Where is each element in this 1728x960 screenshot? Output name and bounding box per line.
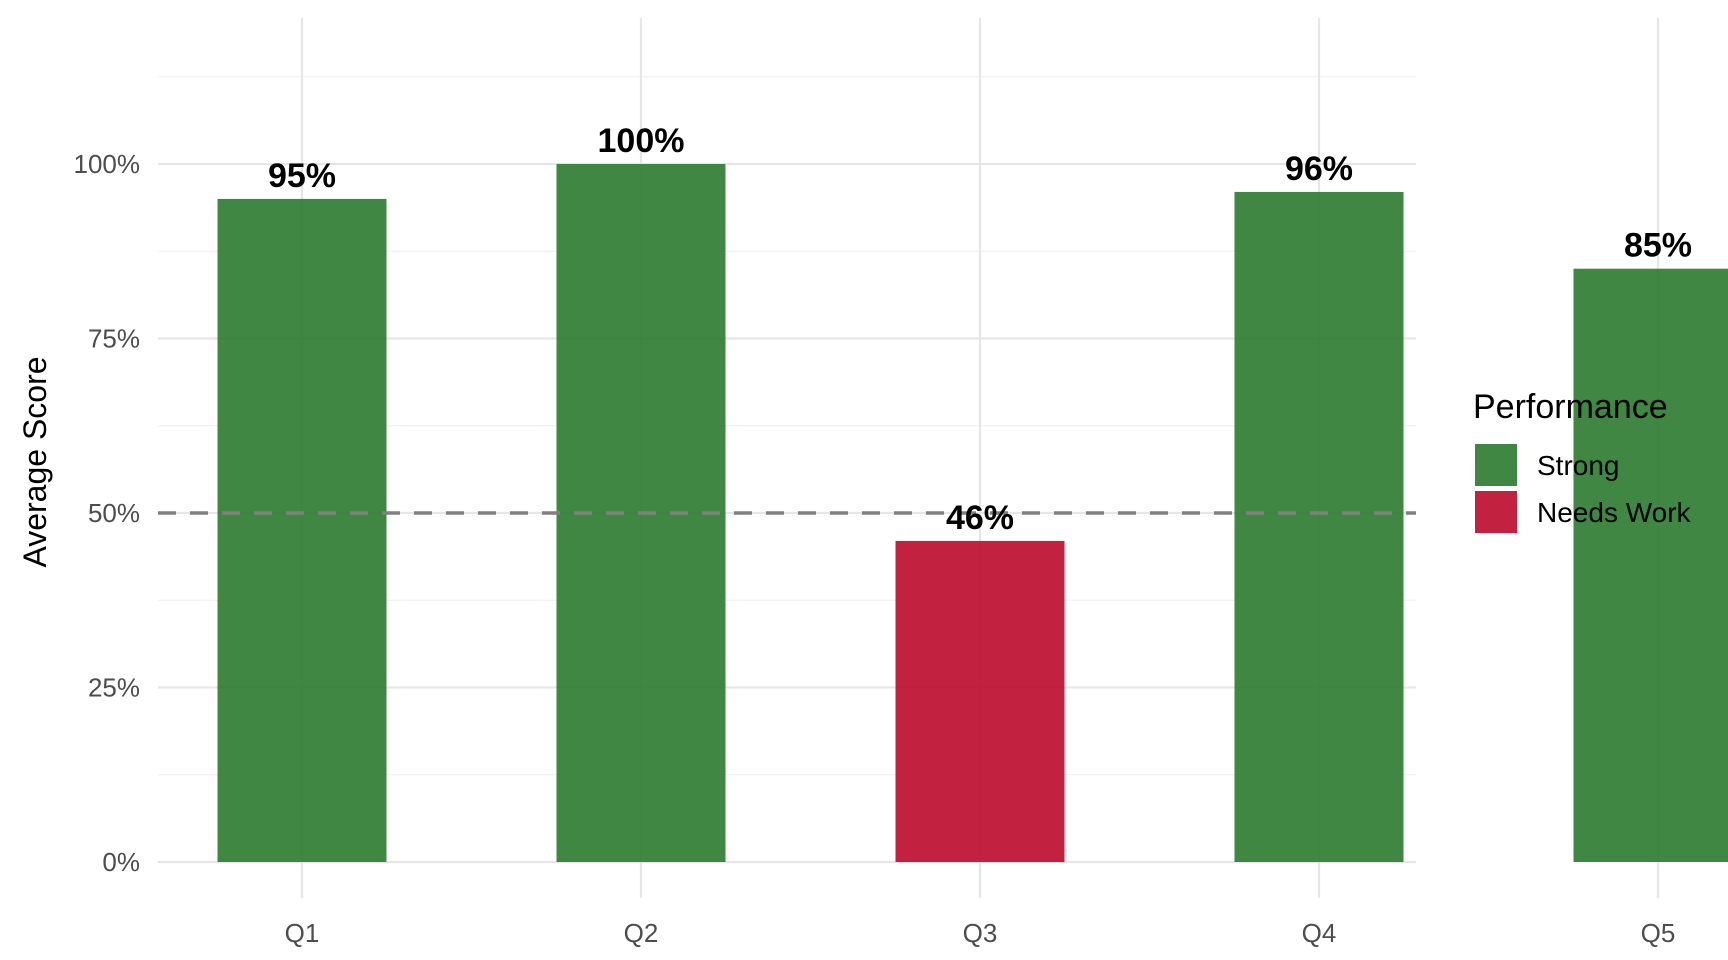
x-tick-label: Q5 [1641, 918, 1676, 948]
y-tick-label: 75% [88, 324, 140, 354]
y-tick-label: 25% [88, 673, 140, 703]
x-tick-label: Q2 [624, 918, 659, 948]
legend-label: Strong [1537, 450, 1620, 481]
legend-title: Performance [1473, 388, 1668, 426]
data-label-q4: 96% [1285, 150, 1353, 188]
bar-q5 [1573, 268, 1728, 862]
y-tick-label: 100% [74, 149, 141, 179]
bar-q1 [217, 198, 387, 862]
y-axis-title: Average Score [17, 356, 53, 567]
data-label-q5: 85% [1624, 227, 1692, 265]
legend: Performance Strong Needs Work [1473, 388, 1692, 533]
y-tick-label: 50% [88, 498, 140, 528]
x-tick-label: Q4 [1302, 918, 1337, 948]
legend-label: Needs Work [1537, 497, 1692, 528]
y-tick-label: 0% [102, 847, 140, 877]
bar-q3 [895, 540, 1065, 862]
data-label-q1: 95% [268, 157, 336, 195]
data-labels: 95% 100% 46% 96% 85% [268, 122, 1692, 537]
legend-key [1475, 444, 1517, 486]
data-label-q2: 100% [598, 122, 685, 160]
y-axis-ticks: 0% 25% 50% 75% 100% [74, 149, 141, 877]
bars [217, 164, 1728, 863]
bar-q4 [1234, 191, 1404, 863]
x-tick-label: Q1 [285, 918, 320, 948]
data-label-q3: 46% [946, 499, 1014, 537]
x-axis-ticks: Q1 Q2 Q3 Q4 Q5 [285, 918, 1676, 948]
x-tick-label: Q3 [963, 918, 998, 948]
legend-key [1475, 491, 1517, 533]
